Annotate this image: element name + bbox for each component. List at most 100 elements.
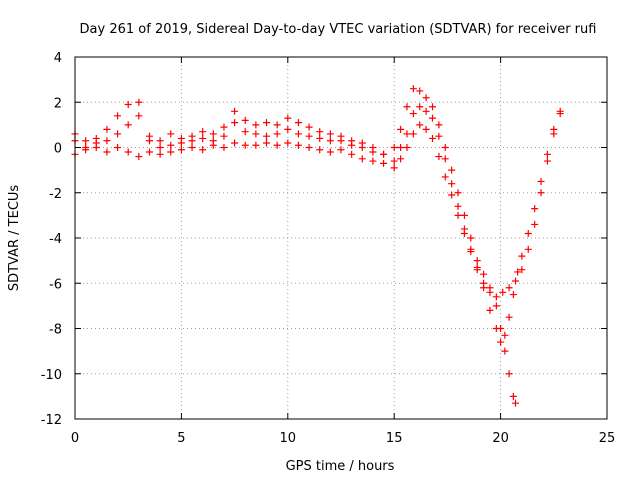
data-point bbox=[429, 103, 437, 111]
data-point bbox=[156, 150, 164, 158]
series-2 bbox=[71, 103, 564, 301]
data-point bbox=[135, 98, 143, 106]
data-point bbox=[416, 103, 424, 111]
data-point bbox=[486, 288, 494, 296]
data-point bbox=[467, 245, 475, 253]
data-point bbox=[348, 150, 356, 158]
data-point bbox=[92, 144, 100, 151]
data-point bbox=[505, 370, 513, 378]
data-point bbox=[294, 119, 302, 127]
data-point bbox=[486, 306, 494, 314]
data-point bbox=[422, 94, 430, 102]
data-point bbox=[326, 148, 334, 156]
data-point bbox=[284, 139, 292, 147]
data-point bbox=[337, 146, 345, 154]
data-point bbox=[252, 141, 260, 149]
data-point bbox=[380, 159, 388, 167]
y-tick-label: -12 bbox=[41, 413, 62, 428]
data-point bbox=[82, 146, 90, 154]
data-point bbox=[492, 302, 500, 310]
y-tick-label: 4 bbox=[54, 51, 62, 66]
data-point bbox=[199, 146, 207, 154]
data-point bbox=[390, 157, 398, 165]
data-point bbox=[448, 180, 456, 188]
data-point bbox=[124, 121, 132, 129]
data-point bbox=[409, 130, 417, 138]
data-point bbox=[167, 141, 175, 149]
data-point bbox=[92, 134, 100, 142]
data-point bbox=[467, 234, 475, 242]
data-point bbox=[537, 189, 545, 197]
data-point bbox=[135, 153, 143, 161]
data-point bbox=[509, 291, 517, 299]
data-point bbox=[543, 157, 551, 165]
data-point bbox=[499, 288, 507, 296]
data-point bbox=[441, 155, 449, 163]
y-axis-label: SDTVAR / TECUs bbox=[7, 185, 22, 292]
data-points bbox=[71, 85, 564, 407]
data-point bbox=[188, 137, 196, 145]
data-point bbox=[448, 166, 456, 174]
data-point bbox=[380, 150, 388, 158]
data-point bbox=[358, 155, 366, 163]
data-point bbox=[220, 144, 228, 151]
data-point bbox=[337, 137, 345, 145]
data-point bbox=[82, 137, 90, 145]
data-point bbox=[492, 325, 500, 332]
data-point bbox=[524, 229, 532, 237]
data-point bbox=[397, 125, 405, 133]
data-point bbox=[454, 202, 462, 210]
data-point bbox=[199, 134, 207, 142]
data-point bbox=[284, 125, 292, 133]
data-point bbox=[124, 101, 132, 109]
ticks: 0 5 10 15 20 25 -12 -10 -8 -6 -4 -2 0 2 4 bbox=[41, 51, 616, 446]
data-point bbox=[316, 134, 324, 142]
x-tick-label: 20 bbox=[492, 431, 509, 446]
data-point bbox=[511, 399, 519, 407]
data-point bbox=[241, 128, 249, 136]
y-tick-label: -10 bbox=[41, 368, 62, 383]
y-tick-label: 2 bbox=[54, 96, 62, 111]
data-point bbox=[209, 141, 217, 149]
data-point bbox=[273, 130, 281, 138]
data-point bbox=[422, 125, 430, 133]
data-point bbox=[252, 130, 260, 138]
x-tick-label: 0 bbox=[71, 431, 79, 446]
data-point bbox=[473, 257, 481, 265]
data-point bbox=[103, 148, 111, 156]
data-point bbox=[448, 191, 456, 199]
data-point bbox=[145, 148, 153, 156]
data-point bbox=[114, 112, 122, 120]
data-point bbox=[435, 132, 443, 140]
data-point bbox=[505, 313, 513, 321]
data-point bbox=[348, 141, 356, 149]
y-tick-label: 0 bbox=[54, 142, 62, 157]
data-point bbox=[518, 266, 526, 274]
data-point bbox=[167, 148, 175, 156]
data-point bbox=[460, 229, 468, 237]
data-point bbox=[135, 112, 143, 120]
data-point bbox=[273, 121, 281, 129]
data-point bbox=[188, 144, 196, 151]
data-point bbox=[263, 119, 271, 127]
data-point bbox=[550, 125, 558, 133]
data-point bbox=[441, 173, 449, 181]
data-point bbox=[358, 144, 366, 151]
data-point bbox=[390, 164, 398, 172]
chart-title: Day 261 of 2019, Sidereal Day-to-day VTE… bbox=[80, 22, 597, 37]
data-point bbox=[429, 134, 437, 142]
data-point bbox=[390, 144, 398, 151]
data-point bbox=[403, 130, 411, 138]
data-point bbox=[273, 141, 281, 149]
grid bbox=[75, 57, 607, 419]
data-point bbox=[531, 205, 539, 213]
data-point bbox=[501, 331, 509, 339]
data-point bbox=[241, 116, 249, 124]
data-point bbox=[156, 144, 164, 151]
data-point bbox=[124, 148, 132, 156]
x-tick-label: 15 bbox=[386, 431, 403, 446]
data-point bbox=[231, 119, 239, 127]
data-point bbox=[209, 130, 217, 138]
